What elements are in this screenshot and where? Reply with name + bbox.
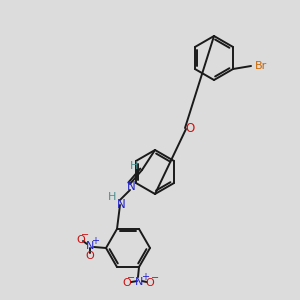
Text: −: − — [81, 230, 89, 240]
Text: −: − — [127, 273, 135, 283]
Text: O: O — [123, 278, 131, 288]
Text: O: O — [76, 235, 85, 245]
Text: N: N — [117, 197, 125, 211]
Text: O: O — [85, 251, 94, 261]
Text: O: O — [146, 278, 154, 288]
Text: H: H — [108, 192, 116, 202]
Text: +: + — [141, 272, 149, 282]
Text: O: O — [185, 122, 195, 134]
Text: −: − — [151, 273, 159, 283]
Text: Br: Br — [255, 61, 267, 71]
Text: N: N — [135, 277, 143, 287]
Text: H: H — [130, 161, 138, 171]
Text: +: + — [91, 236, 99, 246]
Text: N: N — [86, 241, 94, 251]
Text: N: N — [127, 181, 135, 194]
